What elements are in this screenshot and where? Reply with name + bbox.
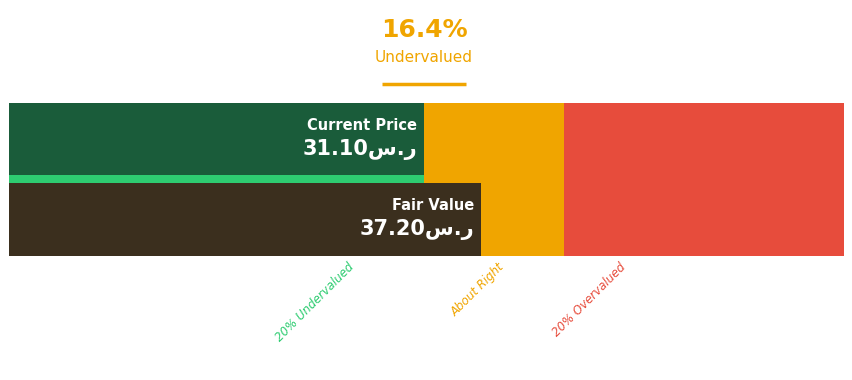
Text: Fair Value: Fair Value	[391, 198, 474, 213]
Bar	[9, 103, 423, 256]
Bar	[9, 103, 423, 112]
Bar	[564, 103, 843, 256]
Bar	[9, 176, 423, 183]
Text: 37.20س.ر: 37.20س.ر	[359, 219, 474, 240]
Text: 20% Undervalued: 20% Undervalued	[273, 261, 356, 344]
Text: 16.4%: 16.4%	[380, 18, 467, 42]
Bar	[9, 183, 481, 256]
Text: Undervalued: Undervalued	[375, 50, 473, 65]
Bar	[423, 103, 564, 256]
Bar	[9, 103, 423, 176]
Text: Current Price: Current Price	[307, 117, 417, 133]
Text: About Right: About Right	[448, 261, 506, 319]
Text: 31.10س.ر: 31.10س.ر	[302, 139, 417, 160]
Text: 20% Overvalued: 20% Overvalued	[549, 261, 627, 339]
